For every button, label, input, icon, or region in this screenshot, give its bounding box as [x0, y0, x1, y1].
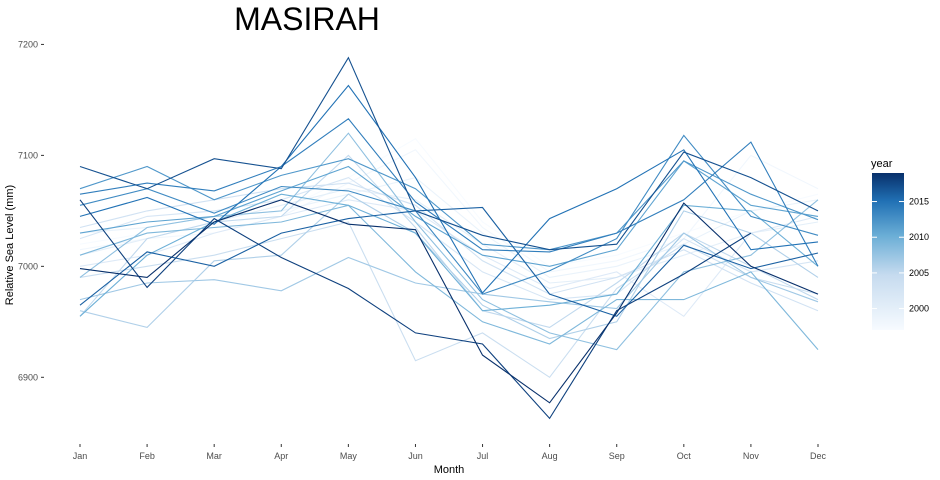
- y-tick-label: 7100: [18, 150, 38, 160]
- x-tick-label: Dec: [810, 451, 827, 461]
- series-line-2009: [79, 204, 819, 350]
- x-tick-label: Feb: [139, 451, 155, 461]
- x-tick-label: Jul: [477, 451, 489, 461]
- series-line-2018: [79, 199, 752, 420]
- y-tick-label: 6900: [18, 372, 38, 382]
- y-tick-label: 7000: [18, 261, 38, 271]
- series-line-2003: [79, 182, 819, 312]
- x-tick-label: Nov: [743, 451, 760, 461]
- x-tick-label: Jun: [408, 451, 423, 461]
- y-axis: 6900 7000 7100 7200: [18, 39, 44, 382]
- x-tick-label: Oct: [677, 451, 692, 461]
- x-tick-label: May: [340, 451, 358, 461]
- series-lines: [79, 56, 819, 420]
- series-line-2016: [79, 206, 819, 317]
- series-line-2010: [79, 193, 819, 317]
- series-line-2006: [79, 193, 819, 340]
- series-line-1998: [79, 149, 819, 273]
- series-line-2007: [79, 232, 819, 310]
- series-line-2013: [79, 134, 819, 295]
- x-axis-title: Month: [434, 464, 465, 476]
- chart-title: MASIRAH: [234, 1, 380, 37]
- series-line-2019: [79, 199, 819, 404]
- x-tick-label: Aug: [542, 451, 558, 461]
- legend-tick-label: 2005: [909, 268, 929, 278]
- legend-title: year: [871, 158, 893, 170]
- legend-tick-label: 2010: [909, 232, 929, 242]
- series-line-2017: [79, 56, 819, 251]
- legend-tick-label: 2000: [909, 304, 929, 314]
- series-line-2015: [79, 84, 819, 294]
- x-tick-label: Apr: [274, 451, 288, 461]
- legend-colorbar: [872, 173, 904, 330]
- x-tick-label: Jan: [73, 451, 88, 461]
- series-line-2014: [79, 118, 819, 267]
- x-axis: Jan Feb Mar Apr May Jun Jul Aug Sep Oct Nov Dec: [73, 444, 827, 461]
- legend-tick-label: 2015: [909, 197, 929, 207]
- series-line-2001: [79, 199, 819, 318]
- legend-ticks: 2000 2005 2010 2015: [872, 197, 929, 314]
- series-line-2002: [79, 176, 819, 301]
- x-tick-label: Sep: [609, 451, 625, 461]
- series-line-2008: [79, 132, 819, 351]
- y-tick-label: 7200: [18, 39, 38, 49]
- legend: year 2000 2005 2010 2015: [871, 158, 929, 330]
- x-tick-label: Mar: [206, 451, 222, 461]
- y-axis-title: Relative Sea Level (mm): [4, 185, 16, 305]
